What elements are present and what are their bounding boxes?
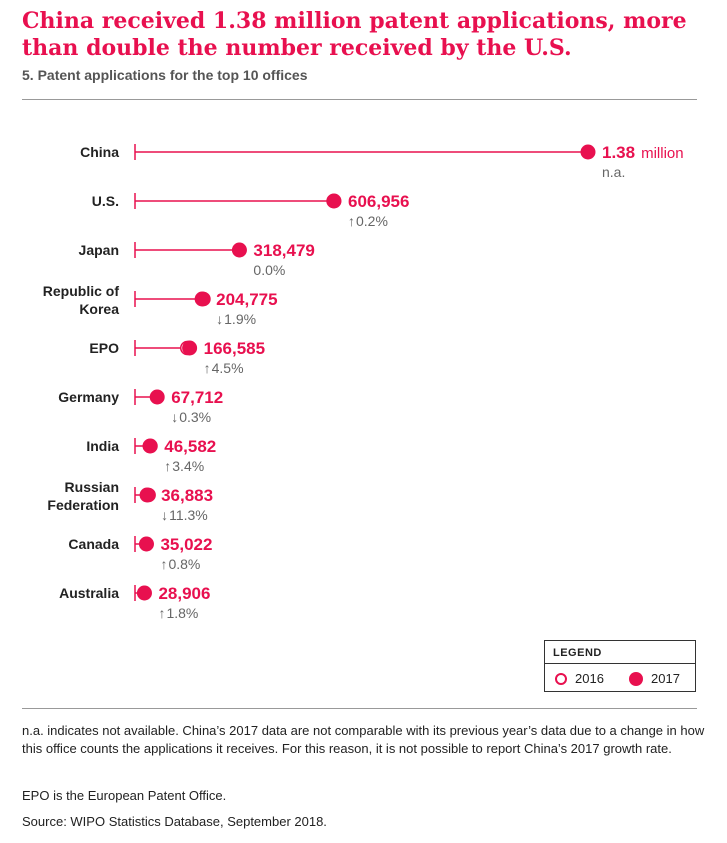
value-label-epo: 166,585 <box>204 339 265 358</box>
growth-label-u-s: ↑0.2% <box>348 213 388 229</box>
chart-subtitle: 5. Patent applications for the top 10 of… <box>22 67 308 83</box>
dot-2017-china <box>580 144 596 160</box>
value-label-china: 1.38 million <box>602 143 684 162</box>
open-circle-icon <box>555 672 567 685</box>
dot-2017-india <box>142 438 158 454</box>
legend-label-2017: 2017 <box>651 671 680 686</box>
growth-value: 1.9% <box>224 311 256 327</box>
value-label-japan: 318,479 <box>253 241 314 260</box>
growth-value: 1.8% <box>166 605 198 621</box>
legend-label-2016: 2016 <box>575 671 604 686</box>
top-divider <box>22 99 697 100</box>
growth-value: 0.8% <box>168 556 200 572</box>
footnote-epo: EPO is the European Patent Office. <box>22 788 227 803</box>
dot-2017-u-s <box>326 193 342 209</box>
row-label-line: Russian <box>65 479 119 495</box>
growth-arrow-icon: ↓ <box>161 507 168 523</box>
row-label-russian-federation: Russian Federation <box>47 479 119 513</box>
growth-arrow-icon: ↓ <box>171 409 178 425</box>
growth-arrow-icon: ↓ <box>216 311 223 327</box>
growth-label-canada: ↑0.8% <box>160 556 200 572</box>
dot-2017-russian-federation <box>139 487 155 503</box>
value-label-republic-of-korea: 204,775 <box>216 290 277 309</box>
value-label-australia: 28,906 <box>158 584 210 603</box>
value-label-germany: 67,712 <box>171 388 223 407</box>
growth-label-india: ↑3.4% <box>164 458 204 474</box>
dot-2017-australia <box>136 585 152 601</box>
growth-value: 4.5% <box>212 360 244 376</box>
row-label-republic-of-korea: Republic of Korea <box>43 283 120 317</box>
growth-arrow-icon: ↑ <box>348 213 355 229</box>
dot-2017-germany <box>149 389 165 405</box>
growth-label-australia: ↑1.8% <box>158 605 198 621</box>
growth-label-germany: ↓0.3% <box>171 409 211 425</box>
row-label-line: Korea <box>79 301 119 317</box>
growth-label-epo: ↑4.5% <box>204 360 244 376</box>
row-label-line: Republic of <box>43 283 120 299</box>
value-label-canada: 35,022 <box>160 535 212 554</box>
value-label-india: 46,582 <box>164 437 216 456</box>
row-label-japan: Japan <box>79 242 119 258</box>
dot-2017-republic-of-korea <box>194 291 210 307</box>
row-label-line: Federation <box>47 497 119 513</box>
growth-value: 0.2% <box>356 213 388 229</box>
footnote-source: Source: WIPO Statistics Database, Septem… <box>22 814 327 829</box>
growth-label-china: n.a. <box>602 164 625 180</box>
row-label-australia: Australia <box>59 585 119 601</box>
value-label-russian-federation: 36,883 <box>161 486 213 505</box>
row-label-canada: Canada <box>68 536 119 552</box>
dot-2017-japan <box>231 242 247 258</box>
growth-arrow-icon: ↑ <box>160 556 167 572</box>
legend: LEGEND 2016 2017 <box>544 640 696 692</box>
legend-item-2017: 2017 <box>629 671 680 686</box>
chart-title: China received 1.38 million patent appli… <box>22 8 687 61</box>
growth-label-japan: 0.0% <box>253 262 285 278</box>
filled-circle-icon <box>629 671 643 686</box>
footnote-na: n.a. indicates not available. China’s 20… <box>22 723 705 756</box>
legend-title: LEGEND <box>553 647 602 659</box>
row-label-epo: EPO <box>89 340 119 356</box>
growth-value: 3.4% <box>172 458 204 474</box>
growth-label-russian-federation: ↓11.3% <box>161 507 208 523</box>
row-label-india: India <box>86 438 119 454</box>
growth-value: 11.3% <box>169 507 208 523</box>
growth-value: 0.3% <box>179 409 211 425</box>
legend-divider <box>545 663 695 664</box>
growth-arrow-icon: ↑ <box>164 458 171 474</box>
row-label-germany: Germany <box>58 389 119 405</box>
bottom-divider <box>22 708 697 709</box>
value-label-u-s: 606,956 <box>348 192 409 211</box>
dot-2017-canada <box>138 536 154 552</box>
growth-arrow-icon: ↑ <box>158 605 165 621</box>
value-unit: million <box>641 145 684 162</box>
row-label-u-s: U.S. <box>92 193 119 209</box>
row-label-china: China <box>80 144 119 160</box>
dot-2017-epo <box>182 340 198 356</box>
growth-arrow-icon: ↑ <box>204 360 211 376</box>
legend-item-2016: 2016 <box>555 671 604 686</box>
growth-label-republic-of-korea: ↓1.9% <box>216 311 256 327</box>
